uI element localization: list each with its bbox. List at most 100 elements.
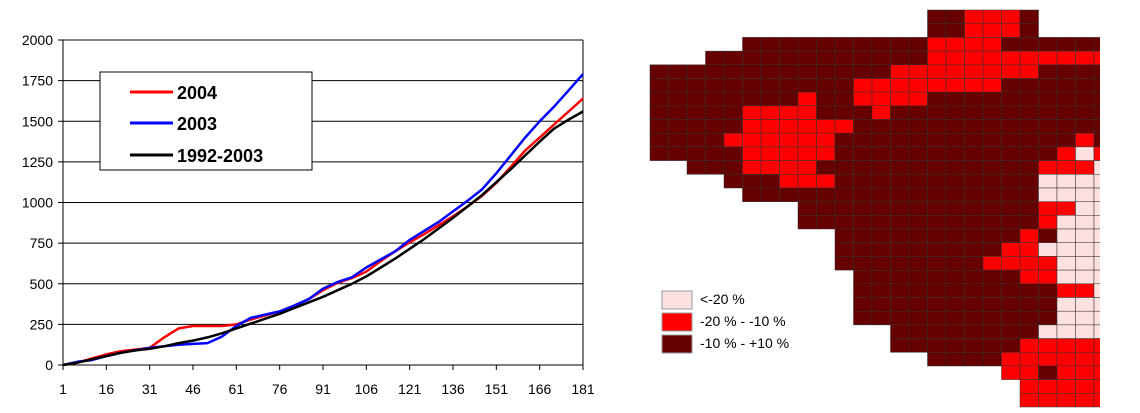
map-cell-high bbox=[890, 297, 910, 312]
map-cell-high bbox=[927, 269, 947, 285]
map-cell-high bbox=[890, 228, 910, 243]
map-cell-high bbox=[871, 160, 891, 175]
map-cell-high bbox=[982, 174, 1002, 189]
map-cell-mid bbox=[890, 64, 910, 79]
map-cell-high bbox=[908, 269, 928, 285]
map-cell-high bbox=[871, 146, 891, 161]
map-legend-swatch-low bbox=[661, 290, 693, 310]
map-cell-high bbox=[871, 37, 891, 52]
map-cell-high bbox=[779, 37, 799, 52]
map-cell-mid bbox=[927, 50, 947, 66]
map-cell-high bbox=[927, 160, 947, 175]
map-cell-mid bbox=[760, 132, 780, 148]
map-cell-low bbox=[1056, 187, 1076, 202]
map-cell-high bbox=[871, 215, 891, 230]
map-cell-low bbox=[1075, 324, 1095, 339]
map-cell-mid bbox=[1056, 50, 1076, 66]
map-cell-high bbox=[816, 37, 836, 52]
x-tick-labels: 1 16 31 46 61 76 91 106 121 136 151 166 181 bbox=[59, 381, 595, 397]
map-cell-mid bbox=[890, 91, 910, 107]
map-cell-high bbox=[945, 338, 965, 353]
map-cell-mid bbox=[945, 64, 965, 79]
map-cell-low bbox=[1056, 174, 1076, 189]
map-cell-mid bbox=[1093, 338, 1100, 353]
map-cell-mid bbox=[742, 160, 762, 175]
y-tick-label: 1250 bbox=[22, 154, 53, 170]
map-cell-high bbox=[649, 146, 669, 161]
map-cell-mid bbox=[1075, 338, 1095, 353]
map-cell-high bbox=[797, 215, 817, 230]
map-cell-high bbox=[1019, 201, 1039, 216]
map-cell-high bbox=[871, 201, 891, 216]
map-cell-mid bbox=[1038, 215, 1058, 230]
y-tick-labels: 0 250 500 750 1000 1250 1500 1750 2000 bbox=[22, 32, 53, 373]
map-cell-high bbox=[1019, 9, 1039, 24]
map-cell-high bbox=[816, 160, 836, 175]
map-cell-mid bbox=[964, 23, 984, 38]
map-cell-high bbox=[853, 269, 873, 285]
map-cell-mid bbox=[1019, 242, 1039, 257]
map-cell-high bbox=[1056, 91, 1076, 107]
map-cell-mid bbox=[1038, 338, 1058, 353]
map-cell-high bbox=[649, 105, 669, 120]
map-cell-high bbox=[964, 324, 984, 339]
map-cell-low bbox=[1093, 187, 1100, 202]
map-cell-high bbox=[1093, 91, 1100, 107]
map-cell-high bbox=[760, 64, 780, 79]
map-cell-high bbox=[964, 160, 984, 175]
map-cell-high bbox=[834, 146, 854, 161]
map-cell-mid bbox=[779, 146, 799, 161]
map-cell-high bbox=[760, 78, 780, 93]
map-cell-high bbox=[723, 105, 743, 120]
map-cell-high bbox=[927, 174, 947, 189]
map-cell-high bbox=[982, 119, 1002, 134]
map-cell-low bbox=[1056, 324, 1076, 339]
map-cell-high bbox=[945, 352, 965, 367]
map-cell-high bbox=[853, 174, 873, 189]
map-cell-high bbox=[871, 242, 891, 257]
map-cell-high bbox=[964, 283, 984, 298]
map-cell-high bbox=[1001, 338, 1021, 353]
map-cell-high bbox=[686, 78, 706, 93]
map-cell-high bbox=[908, 146, 928, 161]
x-tick-label: 76 bbox=[272, 381, 288, 397]
map-cell-high bbox=[668, 64, 688, 79]
map-cell-mid bbox=[1056, 393, 1076, 408]
map-cell-low bbox=[1075, 174, 1095, 189]
map-cell-high bbox=[908, 297, 928, 312]
map-cell-high bbox=[853, 228, 873, 243]
map-cell-high bbox=[853, 146, 873, 161]
map-cell-mid bbox=[982, 37, 1002, 52]
map-cell-low bbox=[1056, 269, 1076, 285]
map-cell-mid bbox=[797, 105, 817, 120]
map-cell-high bbox=[982, 269, 1002, 285]
map-cell-high bbox=[853, 37, 873, 52]
map-cell-high bbox=[982, 160, 1002, 175]
map-cell-high bbox=[964, 91, 984, 107]
map-cell-high bbox=[927, 297, 947, 312]
map-cell-mid bbox=[1019, 338, 1039, 353]
x-tick-label: 91 bbox=[315, 381, 331, 397]
map-cell-low bbox=[1075, 242, 1095, 257]
map-cell-low bbox=[1075, 146, 1095, 161]
map-cell-high bbox=[890, 269, 910, 285]
map-cell-high bbox=[797, 187, 817, 202]
map-cell-mid bbox=[908, 64, 928, 79]
map-cell-high bbox=[982, 338, 1002, 353]
legend-label-2004: 2004 bbox=[177, 83, 217, 103]
map-cell-high bbox=[834, 37, 854, 52]
y-tick-label: 1500 bbox=[22, 113, 53, 129]
map-cell-high bbox=[927, 91, 947, 107]
map-cell-high bbox=[1056, 37, 1076, 52]
legend-label-2003: 2003 bbox=[177, 114, 217, 134]
map-cell-mid bbox=[797, 119, 817, 134]
map-cell-high bbox=[1093, 37, 1100, 52]
map-cell-high bbox=[649, 132, 669, 148]
map-cell-high bbox=[945, 105, 965, 120]
map-cell-high bbox=[908, 338, 928, 353]
map-cell-high bbox=[1038, 310, 1058, 326]
map-cell-high bbox=[834, 256, 854, 271]
map-cell-high bbox=[779, 50, 799, 66]
map-cell-high bbox=[945, 119, 965, 134]
map-cell-mid bbox=[1001, 64, 1021, 79]
